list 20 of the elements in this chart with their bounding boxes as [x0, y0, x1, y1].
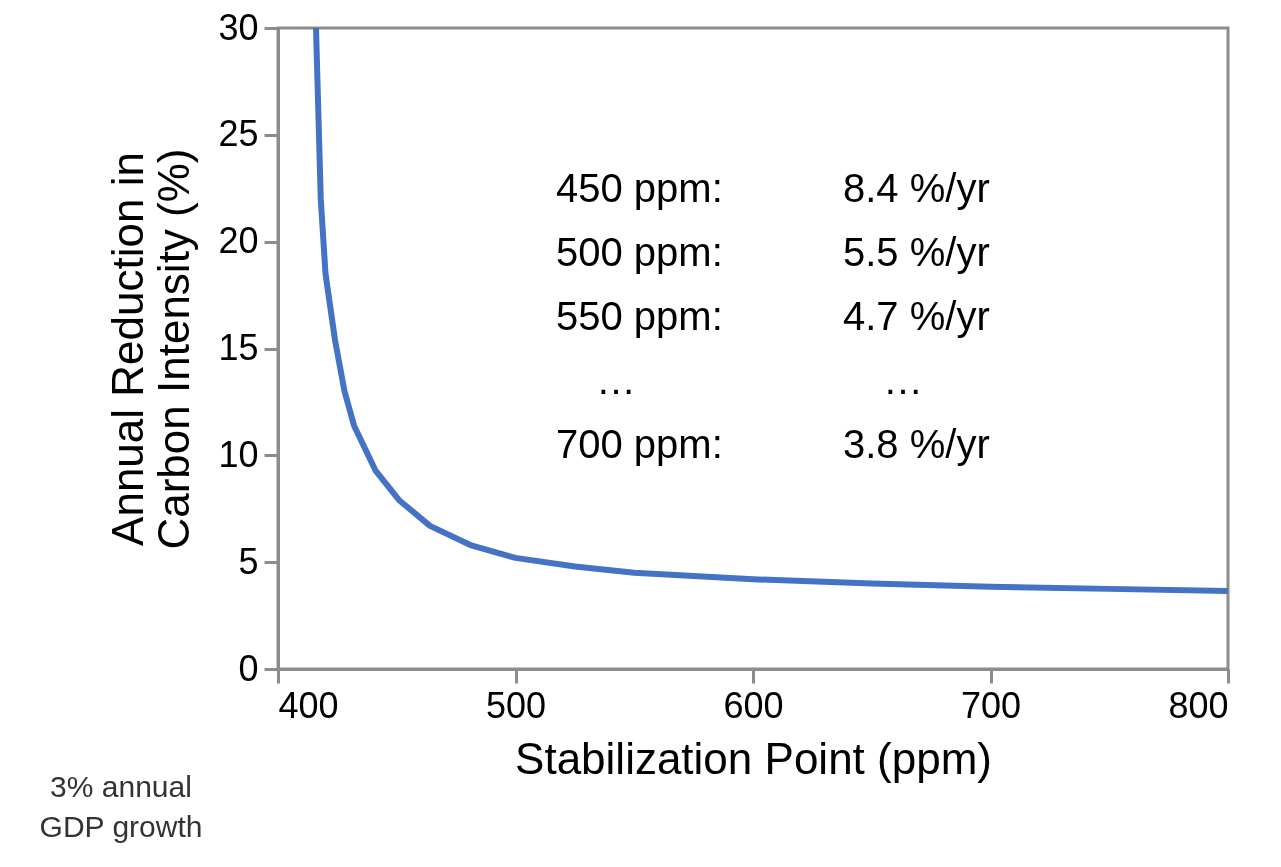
y-tick-label: 30 [218, 6, 259, 48]
x-tick-label: 500 [485, 684, 547, 726]
y-tick-label: 10 [218, 433, 259, 475]
x-tick-label: 700 [960, 684, 1022, 726]
text: 700 ppm: 3.8 %/yr [556, 422, 990, 466]
y-tick-label: 20 [218, 220, 259, 262]
y-tick-label: 5 [238, 540, 259, 582]
text: 550 ppm: 4.7 %/yr [556, 294, 990, 338]
text: … … [596, 358, 923, 402]
text: 3% annual GDP growth [39, 770, 203, 843]
y-tick-label: 0 [238, 647, 259, 689]
x-tick-label: 400 [278, 684, 339, 726]
y-tick-label: 15 [218, 327, 259, 368]
text: 450 ppm: 8.4 %/yr [556, 166, 990, 210]
x-tick-label: 600 [723, 684, 784, 726]
text: 500 ppm: 5.5 %/yr [556, 230, 990, 274]
y-tick-label: 25 [218, 113, 259, 155]
x-tick-label: 800 [1168, 684, 1229, 726]
y-axis-title: Annual Reduction in Carbon Intensity (%) [103, 148, 199, 550]
x-axis-title: Stabilization Point (ppm) [515, 733, 992, 783]
